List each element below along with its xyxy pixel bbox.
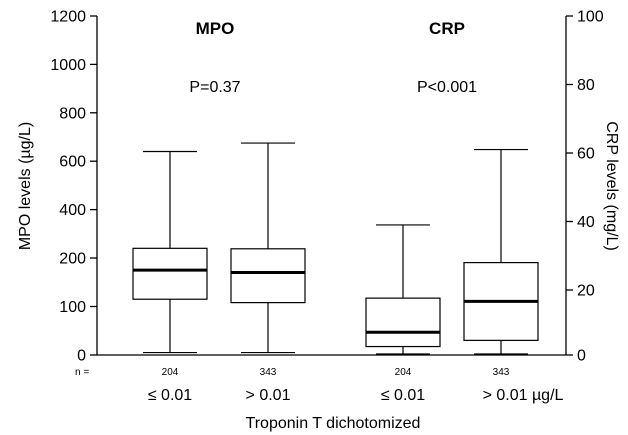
right-tick-label: 60	[577, 146, 595, 163]
left-tick-label: 400	[59, 202, 86, 219]
n-label: 343	[493, 367, 510, 378]
left-tick-label: 200	[59, 251, 86, 268]
group-label: > 0.01	[246, 387, 291, 404]
right-tick-label: 20	[577, 283, 595, 300]
group-label: ≤ 0.01	[381, 387, 425, 404]
right-tick-label: 40	[577, 214, 595, 231]
iqr-box	[132, 247, 208, 300]
n-label: 343	[260, 367, 277, 378]
n-label: 204	[395, 367, 412, 378]
left-tick-label: 1000	[50, 57, 86, 74]
group-label: ≤ 0.01	[148, 387, 192, 404]
axes	[96, 16, 567, 356]
labels: MPO levels (µg/L) CRP levels (mg/L) Trop…	[17, 121, 620, 432]
right-tick-label: 80	[577, 77, 595, 94]
left-tick-label: 800	[59, 105, 86, 122]
n-prefix-label: n =	[75, 367, 89, 378]
iqr-box	[365, 297, 441, 348]
box-group: 204 ≤ 0.01	[132, 150, 208, 404]
left-tick-label: 1200	[50, 9, 86, 26]
boxes: MPO P=0.37 204 ≤ 0.01 343 > 0.01 CRP P<0.001 204…	[132, 19, 564, 404]
right-axis-label: CRP levels (mg/L)	[603, 121, 620, 251]
left-tick-label: 0	[77, 348, 86, 365]
box-group: 343 > 0.01	[230, 142, 306, 404]
box-group: 343 > 0.01 µg/L	[463, 148, 564, 404]
panel-title: CRP	[429, 19, 465, 38]
right-tick-label: 100	[577, 9, 604, 26]
p-value-label: P=0.37	[189, 79, 240, 96]
left-tick-label: 100	[59, 299, 86, 316]
n-label: 204	[162, 367, 179, 378]
right-axis-ticks: 0 20 40 60 80 100	[566, 9, 604, 365]
panel-title: MPO	[196, 19, 235, 38]
left-tick-label: 600	[59, 154, 86, 171]
x-axis-label: Troponin T dichotomized	[246, 415, 421, 432]
iqr-box	[230, 248, 306, 304]
left-axis-label: MPO levels (µg/L)	[17, 122, 34, 250]
group-label: > 0.01 µg/L	[483, 387, 564, 404]
left-axis-ticks: 0 100 200 400 600 800 1000 1200	[50, 9, 97, 365]
right-tick-label: 0	[577, 348, 586, 365]
p-value-label: P<0.001	[417, 79, 477, 96]
box-group: 204 ≤ 0.01	[365, 224, 441, 404]
